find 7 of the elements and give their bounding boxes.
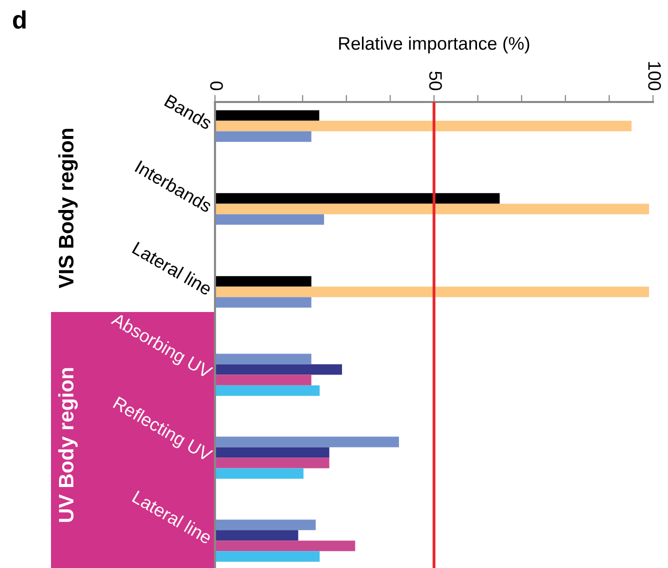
x-tick-label: 50 (429, 72, 442, 90)
text: VIS Body region (58, 128, 78, 288)
text: UV Body region (58, 368, 78, 522)
x-tick-label: 0 (210, 82, 223, 90)
x-tick-label: 100 (648, 62, 661, 90)
x-axis-title: Relative importance (%) (339, 36, 530, 54)
text: d (13, 10, 26, 29)
